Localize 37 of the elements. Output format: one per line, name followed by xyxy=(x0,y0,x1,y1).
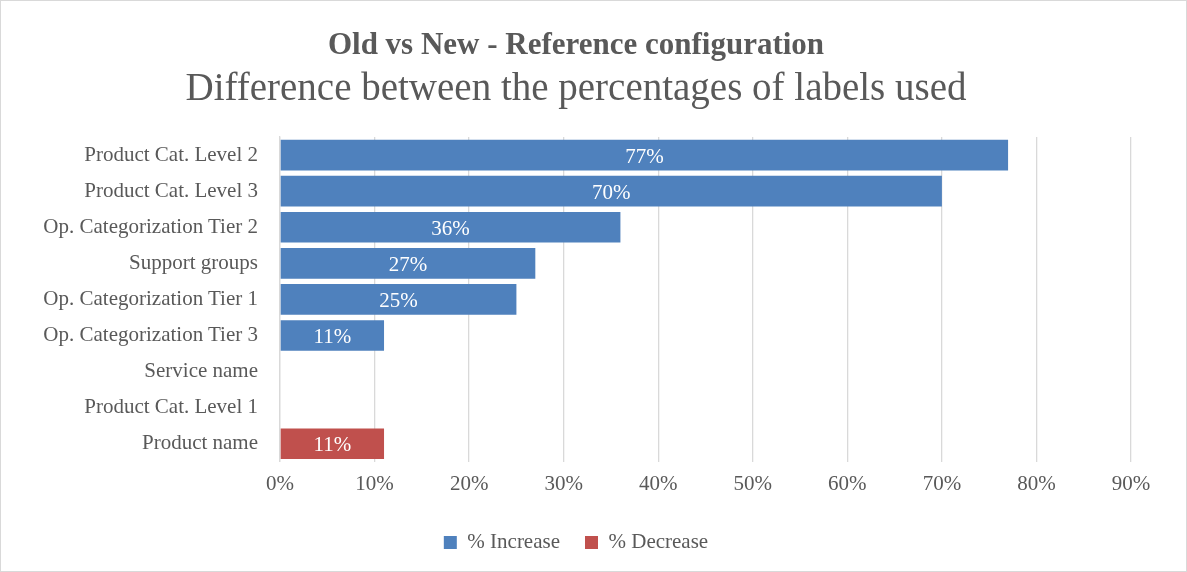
data-label: 25% xyxy=(379,287,418,312)
bar xyxy=(280,284,517,315)
y-tick-label: Product name xyxy=(141,430,259,455)
x-tick-label: 0% xyxy=(266,470,295,495)
data-label: 27% xyxy=(388,251,428,276)
y-tick-label: Product Cat. Level 2 xyxy=(84,141,259,166)
bar xyxy=(280,175,942,207)
y-tick-label: Support groups xyxy=(129,249,259,274)
data-label: 11% xyxy=(313,432,352,457)
data-label: 70% xyxy=(592,179,631,204)
bar xyxy=(280,320,385,351)
legend-label: % Increase xyxy=(467,529,561,554)
bar xyxy=(280,211,621,243)
x-tick-label: 70% xyxy=(922,470,962,495)
y-tick-label: Op. Categorization Tier 3 xyxy=(43,322,259,346)
x-tick-label: 60% xyxy=(828,470,867,495)
x-tick-label: 30% xyxy=(544,470,583,495)
data-label: 36% xyxy=(431,215,470,240)
bar xyxy=(280,247,536,279)
chart-title: Old vs New - Reference configuration xyxy=(327,25,825,61)
y-tick-label: Op. Categorization Tier 2 xyxy=(43,213,259,238)
y-tick-label: Op. Categorization Tier 1 xyxy=(43,285,259,310)
y-tick-label: Product Cat. Level 1 xyxy=(84,394,259,419)
x-tick-label: 40% xyxy=(638,470,678,495)
y-tick-label: Product Cat. Level 3 xyxy=(84,177,259,202)
x-tick-label: 90% xyxy=(1111,470,1151,495)
bar xyxy=(280,139,1009,171)
legend-label: % Decrease xyxy=(608,529,709,554)
x-tick-label: 10% xyxy=(355,470,394,495)
data-label: 77% xyxy=(625,143,664,168)
x-tick-label: 80% xyxy=(1017,470,1056,495)
bar xyxy=(280,428,385,460)
y-tick-label: Service name xyxy=(144,358,259,383)
x-tick-label: 20% xyxy=(449,470,489,495)
x-tick-label: 50% xyxy=(733,470,773,495)
chart-subtitle: Difference between the percentages of labels used xyxy=(185,64,968,109)
data-label: 11% xyxy=(313,324,352,348)
